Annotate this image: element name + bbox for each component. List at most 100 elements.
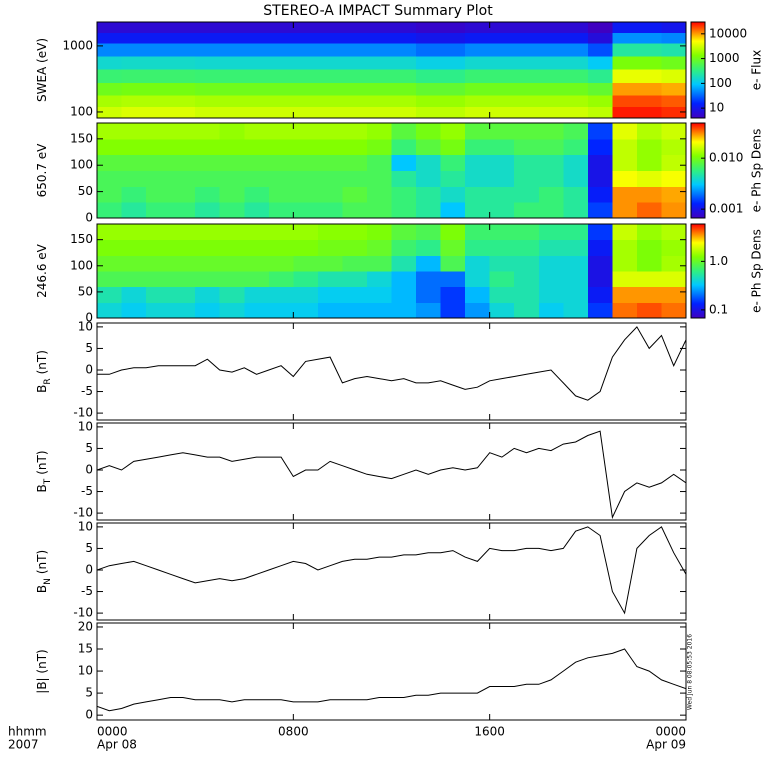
heatmap-cell [366, 123, 392, 140]
heatmap-cell [219, 82, 245, 96]
heatmap-cell [293, 82, 319, 96]
heatmap-cell [293, 286, 319, 303]
y-tick-label: 0 [85, 562, 93, 576]
heatmap-cell [146, 138, 172, 156]
heatmap-cell [244, 56, 270, 70]
heatmap-cell [636, 224, 662, 241]
heatmap-cell [342, 154, 368, 171]
heatmap-cell [268, 82, 294, 96]
y-axis-label: 246.6 eV [35, 243, 49, 298]
heatmap-cell [170, 186, 196, 203]
heatmap-cell [146, 43, 172, 57]
heatmap-cell [514, 224, 540, 241]
heatmap-cell [612, 224, 638, 241]
y-axis-label-text: 246.6 eV [35, 243, 49, 298]
heatmap-cell [440, 106, 466, 118]
heatmap-cell [146, 154, 172, 171]
heatmap-cell [268, 271, 294, 288]
heatmap-cell [146, 170, 172, 187]
heatmap-cell [489, 255, 515, 272]
heatmap-cell [489, 43, 515, 57]
heatmap-cell [612, 271, 638, 288]
heatmap-cell [661, 271, 686, 288]
heatmap-cell [661, 186, 686, 203]
heatmap-cell [391, 95, 417, 108]
heatmap-cell [465, 271, 491, 288]
x-tick-label: 1600 [474, 725, 505, 739]
heatmap-cell [391, 154, 417, 171]
heatmap-cell [342, 22, 368, 33]
y-tick-label: 100 [70, 258, 93, 272]
heatmap-cell [636, 95, 662, 108]
colorbar-tick-label: 100 [709, 76, 732, 90]
heatmap-cell [97, 239, 123, 256]
heatmap-cell [121, 224, 147, 241]
heatmap-cell [121, 286, 147, 303]
heatmap-cell [416, 106, 442, 118]
heatmap-cell [465, 154, 491, 171]
heatmap-cell [538, 202, 564, 218]
heatmap-cell [587, 224, 613, 241]
heatmap-cell [121, 202, 147, 218]
heatmap-cell [146, 286, 172, 303]
heatmap-cell [489, 154, 515, 171]
heatmap-cell [587, 68, 613, 83]
heatmap-cell [342, 239, 368, 256]
heatmap-cell [391, 239, 417, 256]
heatmap-cell [612, 32, 638, 44]
heatmap-cell [244, 22, 270, 33]
heatmap-cell [219, 286, 245, 303]
heatmap-cell [195, 56, 221, 70]
heatmap-cell [244, 170, 270, 187]
heatmap-cell [342, 68, 368, 83]
heatmap-cell [538, 32, 564, 44]
heatmap-cell [391, 170, 417, 187]
heatmap-cell [514, 302, 540, 318]
heatmap-cell [440, 138, 466, 156]
y-axis-label-text: B [35, 385, 49, 393]
panel-frame [96, 622, 687, 721]
heatmap-cell [636, 202, 662, 218]
heatmap-cell [416, 95, 442, 108]
heatmap-cell [121, 106, 147, 118]
heatmap-cell [219, 138, 245, 156]
heatmap-cell [244, 138, 270, 156]
heatmap-cell [391, 286, 417, 303]
heatmap-cell [563, 302, 589, 318]
heatmap-cell [489, 123, 515, 140]
heatmap-cell [244, 286, 270, 303]
heatmap-cell [416, 255, 442, 272]
heatmap-cell [587, 302, 613, 318]
heatmap-cell [244, 43, 270, 57]
heatmap-cell [612, 95, 638, 108]
heatmap-cell [514, 106, 540, 118]
heatmap-cell [195, 106, 221, 118]
heatmap-cell [195, 202, 221, 218]
heatmap-cell [195, 302, 221, 318]
heatmap-cell [170, 43, 196, 57]
heatmap-cell [587, 32, 613, 44]
heatmap-cell [170, 271, 196, 288]
heatmap-cell [636, 22, 662, 33]
panel-frame [96, 522, 687, 621]
y-axis-label-unit: (nT) [35, 450, 49, 474]
heatmap-cell [489, 302, 515, 318]
heatmap-cell [219, 32, 245, 44]
heatmap-cell [219, 202, 245, 218]
heatmap-cell [538, 239, 564, 256]
heatmap-cell [538, 302, 564, 318]
heatmap-cell [661, 22, 686, 33]
heatmap-cell [170, 32, 196, 44]
heatmap-cell [195, 255, 221, 272]
heatmap-cell [293, 302, 319, 318]
heatmap-cell [342, 43, 368, 57]
heatmap-cell [170, 255, 196, 272]
heatmap-cell [636, 255, 662, 272]
heatmap-cell [587, 22, 613, 33]
heatmap-cell [195, 224, 221, 241]
heatmap-cell [391, 56, 417, 70]
heatmap-cell [195, 95, 221, 108]
heatmap-cell [146, 271, 172, 288]
heatmap-cell [293, 106, 319, 118]
heatmap-cell [97, 170, 123, 187]
